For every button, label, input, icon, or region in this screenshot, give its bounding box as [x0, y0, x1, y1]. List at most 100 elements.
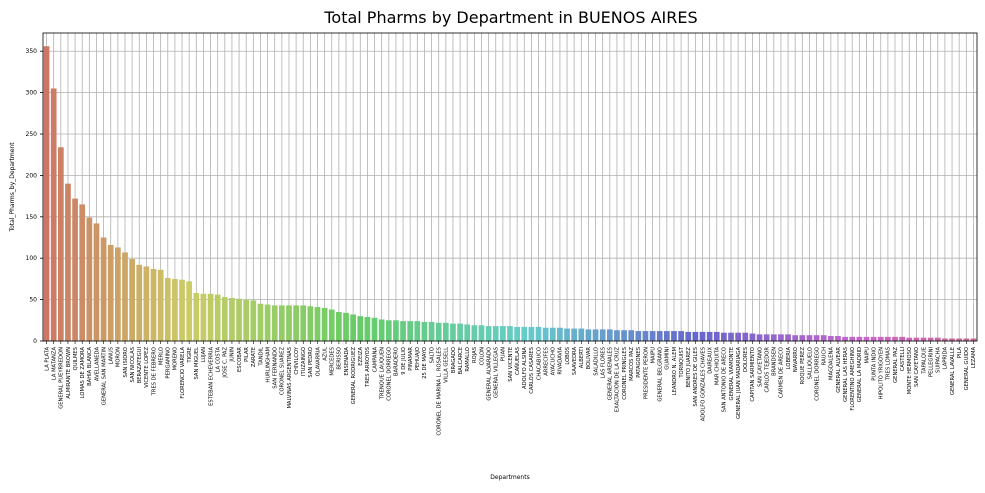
x-tick-label: CARLOS CASARES	[529, 347, 535, 394]
x-tick-label: BAHIA BLANCA	[87, 347, 93, 386]
x-tick-label: JUNIN	[230, 347, 236, 363]
x-tick-label: BERAZATEGUI	[137, 347, 143, 384]
x-tick-label: COLON	[479, 347, 485, 365]
bar	[321, 307, 328, 341]
x-tick-label: SAN FERNANDO	[273, 347, 279, 389]
chart-title: Total Pharms by Department in BUENOS AIR…	[323, 8, 697, 27]
x-tick-label: SUIPACHA	[936, 347, 942, 373]
bar	[728, 332, 734, 341]
bar	[50, 88, 57, 342]
x-tick-label: ADOLFO ALSINA	[522, 347, 528, 389]
x-tick-label: GENERAL BELGRANO	[658, 347, 664, 402]
bar	[664, 331, 670, 341]
x-tick-label: 9 DE JULIO	[401, 347, 407, 375]
bar	[193, 292, 200, 341]
bar	[357, 316, 364, 341]
bar	[100, 237, 107, 341]
bar	[186, 281, 193, 341]
x-tick-label: GENERAL JUAN MADARIAGA	[736, 347, 742, 419]
x-tick-label: AYACUCHO	[551, 347, 557, 375]
bar	[656, 331, 663, 341]
x-tick-label: LA MATANZA	[51, 347, 57, 381]
y-tick-label: 300	[26, 90, 38, 97]
bar	[942, 338, 948, 341]
bar	[792, 335, 799, 341]
bar	[920, 337, 927, 341]
bar	[806, 335, 813, 341]
bar	[507, 326, 513, 341]
x-tick-label: SAN ANDRES DE GILES	[693, 347, 699, 407]
bar	[813, 335, 820, 341]
x-tick-label: GENERAL ARENALES	[608, 347, 614, 400]
bar	[478, 325, 485, 341]
x-tick-label: RAUCH	[822, 347, 828, 365]
x-tick-label: PELLEGRINI	[928, 347, 934, 377]
x-tick-label: LAS FLORES	[600, 347, 606, 378]
bar	[877, 336, 884, 341]
bar	[93, 223, 100, 341]
x-tick-label: TRENQUE LAUQUEN	[379, 347, 385, 400]
x-tick-label: TRES ARROYOS	[365, 347, 371, 388]
y-tick-label: 0	[33, 338, 37, 345]
x-tick-label: GENERAL LAS HERAS	[843, 347, 849, 402]
x-tick-label: ESTEBAN ECHEVERRIA	[208, 347, 214, 406]
bar	[742, 332, 749, 341]
bar	[699, 331, 706, 341]
x-tick-label: PUNTA INDIO	[871, 347, 877, 381]
bar	[614, 330, 620, 341]
x-tick-label: PEHUAJO	[415, 347, 421, 370]
bar	[286, 305, 292, 341]
x-tick-label: BOLIVAR	[586, 347, 592, 370]
x-tick-label: MARCOS PAZ	[629, 347, 635, 381]
bar	[200, 293, 207, 341]
bar	[214, 294, 221, 341]
bar	[578, 328, 585, 341]
x-tick-label: LEANDRO N. ALEM	[672, 347, 678, 395]
x-tick-label: SAAVEDRA	[572, 347, 578, 376]
x-tick-label: QUILMES	[73, 347, 79, 370]
x-tick-label: PRESIDENTE PERON	[643, 347, 649, 399]
bar	[913, 337, 920, 341]
x-tick-label: LOMAS DE ZAMORA	[80, 347, 86, 399]
x-tick-label: EXALTACION DE LA CRUZ	[615, 347, 621, 413]
x-tick-label: FLORENCIO VARELA	[180, 347, 186, 399]
bar	[549, 327, 556, 341]
y-tick-label: 200	[26, 172, 38, 179]
x-tick-label: GENERAL VIAMONTE	[729, 347, 735, 400]
bar	[414, 321, 421, 341]
y-axis-label: Total_Pharms_by_Department	[9, 142, 16, 233]
bar	[692, 331, 699, 341]
x-tick-label: ARRECIFES	[543, 347, 549, 376]
bar	[678, 331, 684, 341]
x-tick-label: GENERAL ALVEAR	[836, 347, 842, 393]
x-tick-label: CARMEN DE ARECO	[779, 347, 785, 398]
bar	[892, 336, 898, 341]
x-tick-label: GENERAL RODRIGUEZ	[351, 347, 357, 405]
bar	[906, 337, 913, 341]
bar	[713, 331, 720, 341]
x-tick-label: CHIVILCOY	[294, 346, 300, 374]
bar	[122, 252, 128, 341]
bar	[592, 329, 599, 341]
bar	[407, 321, 414, 341]
x-tick-label: LEZAMA	[971, 347, 977, 369]
bar	[934, 337, 941, 341]
x-tick-label: LANUS	[109, 347, 115, 365]
x-tick-label: MAIPU	[864, 347, 870, 364]
x-tick-label: MAR CHIQUITA	[715, 347, 721, 386]
x-tick-label: SAN CAYETANO	[757, 347, 763, 387]
bar	[400, 321, 406, 341]
bar	[364, 316, 371, 341]
x-tick-label: ROQUE PEREZ	[800, 347, 806, 385]
x-tick-label: MALVINAS ARGENTINAS	[287, 347, 293, 409]
bar	[749, 333, 756, 341]
bar	[86, 217, 93, 341]
bar	[571, 328, 578, 341]
x-tick-label: SAN CAYETANO	[914, 347, 920, 387]
bar	[628, 330, 635, 341]
x-tick-label: BALCARCE	[458, 347, 464, 374]
bar	[428, 321, 435, 341]
bar	[264, 304, 271, 341]
bar	[336, 312, 342, 341]
